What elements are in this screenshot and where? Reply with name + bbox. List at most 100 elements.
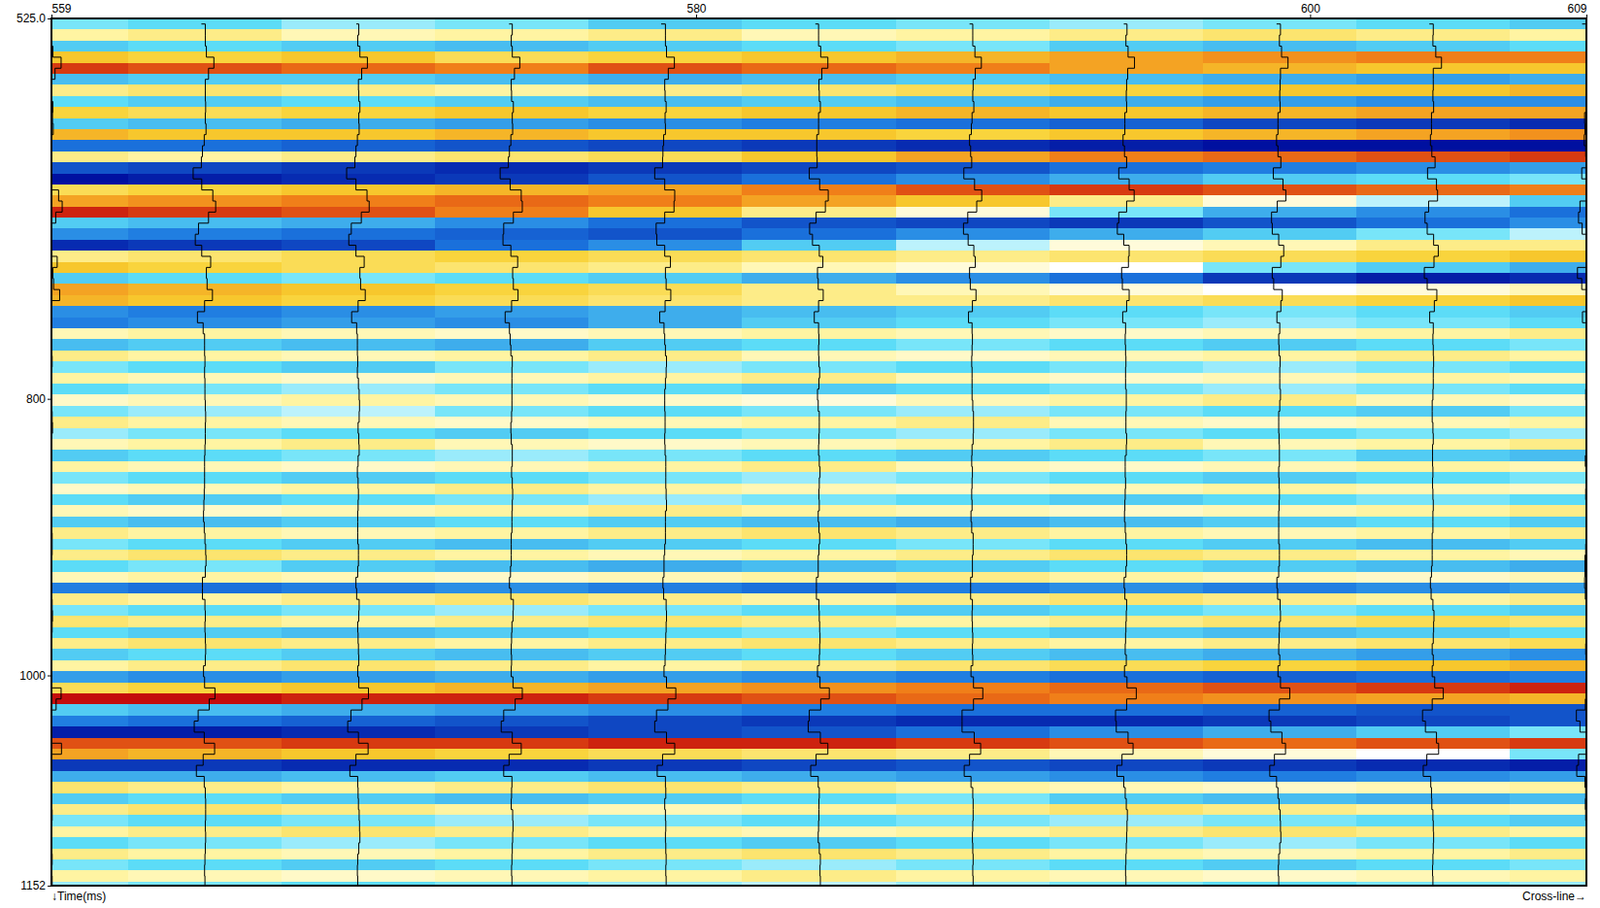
cell — [1509, 228, 1587, 240]
cell — [51, 73, 130, 86]
cell — [741, 162, 897, 174]
cell — [434, 283, 590, 296]
cell — [1509, 748, 1587, 761]
cell — [1202, 217, 1358, 230]
cell — [128, 726, 283, 738]
cell — [1202, 582, 1358, 595]
cell — [1509, 560, 1587, 572]
cell — [588, 660, 743, 672]
cell — [51, 759, 130, 771]
cell — [51, 250, 130, 263]
cell — [51, 571, 130, 584]
wiggle-trace — [500, 24, 523, 886]
cell — [1049, 139, 1204, 152]
cell — [741, 195, 897, 207]
cell — [1202, 416, 1358, 429]
cell — [128, 770, 283, 783]
cell — [588, 84, 743, 97]
x-axis-line — [52, 18, 1588, 20]
cell — [1509, 826, 1587, 838]
cell — [896, 383, 1051, 396]
cell — [51, 826, 130, 838]
cell — [51, 195, 130, 207]
cell — [1509, 18, 1587, 31]
cell — [1202, 118, 1358, 131]
cell — [51, 516, 130, 529]
cell — [1202, 471, 1358, 484]
cell — [1509, 660, 1587, 672]
cell — [588, 328, 743, 340]
cell — [1509, 151, 1587, 164]
x-tick-label: 609 — [1566, 1, 1587, 16]
cell — [588, 737, 743, 750]
cell — [588, 63, 743, 75]
cell — [128, 338, 283, 351]
cell — [1202, 272, 1358, 285]
cell — [281, 350, 436, 363]
cell — [1509, 615, 1587, 628]
cell — [1509, 250, 1587, 263]
y-axis-line — [51, 19, 53, 887]
cell — [1356, 571, 1511, 584]
cell — [1509, 494, 1587, 506]
cell — [281, 516, 436, 529]
cell — [896, 759, 1051, 771]
cell — [434, 428, 590, 440]
cell — [896, 682, 1051, 695]
cell — [281, 338, 436, 351]
cell — [1202, 428, 1358, 440]
cell — [588, 571, 743, 584]
cell — [741, 51, 897, 64]
cell — [434, 328, 590, 340]
cell — [434, 173, 590, 186]
cell — [896, 350, 1051, 363]
cell — [281, 151, 436, 164]
cell — [741, 682, 897, 695]
cell — [1509, 737, 1587, 750]
cell — [1509, 118, 1587, 131]
cell — [1202, 184, 1358, 197]
cell — [588, 139, 743, 152]
cell — [281, 504, 436, 517]
cell — [588, 239, 743, 252]
cell — [1509, 461, 1587, 473]
cell — [896, 129, 1051, 141]
cell — [1356, 295, 1511, 307]
cell — [1356, 781, 1511, 794]
cell — [1356, 682, 1511, 695]
cell — [51, 272, 130, 285]
cell — [1202, 129, 1358, 141]
cell — [1049, 471, 1204, 484]
cell — [896, 582, 1051, 595]
cell — [128, 461, 283, 473]
cell — [434, 637, 590, 650]
cell — [1202, 63, 1358, 75]
x-tick-label: 559 — [52, 1, 72, 16]
cell — [51, 139, 130, 152]
cell — [1049, 51, 1204, 64]
cell — [1509, 859, 1587, 871]
cell — [741, 18, 897, 31]
cell — [1049, 814, 1204, 827]
cell — [51, 328, 130, 340]
cell — [128, 151, 283, 164]
cell — [51, 560, 130, 572]
cell — [128, 516, 283, 529]
cell — [1356, 217, 1511, 230]
chart: 559580600609525.080010001152↓Time(ms)Cro… — [0, 0, 1600, 908]
cell — [434, 793, 590, 805]
cell — [128, 759, 283, 771]
cell — [896, 250, 1051, 263]
cell — [51, 228, 130, 240]
cell — [1356, 759, 1511, 771]
cell — [128, 162, 283, 174]
x-axis: 559580600609 — [52, 1, 1588, 20]
cell — [1356, 715, 1511, 728]
cell — [741, 118, 897, 131]
cell — [281, 715, 436, 728]
cell — [281, 859, 436, 871]
cell — [51, 494, 130, 506]
cell — [281, 571, 436, 584]
cell — [51, 405, 130, 418]
cell — [741, 317, 897, 330]
